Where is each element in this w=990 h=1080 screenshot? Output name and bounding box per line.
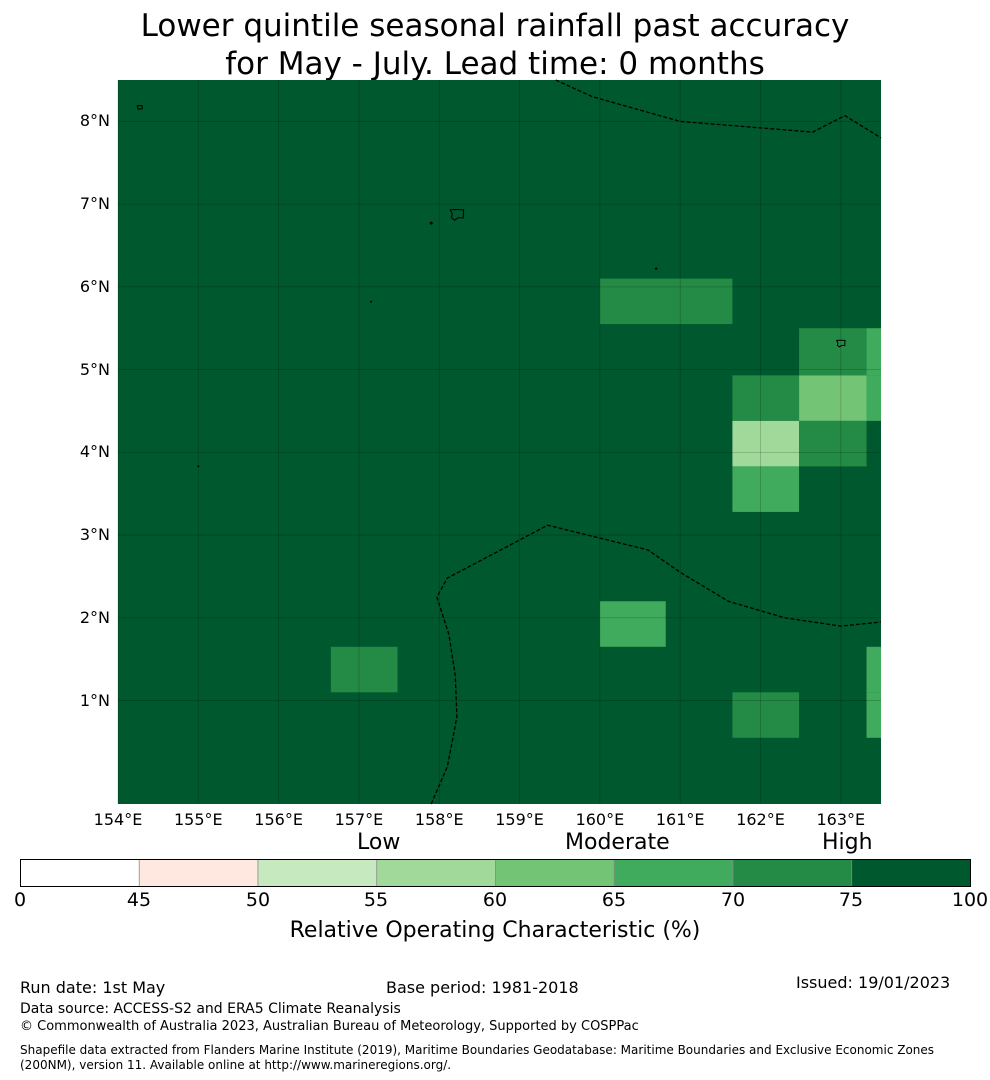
- colorbar-tick-75: 75: [838, 889, 864, 911]
- lon-label-157e: 157°E: [334, 810, 384, 829]
- category-label-high: High: [822, 830, 873, 855]
- lat-label-7n: 7°N: [79, 194, 110, 214]
- roc-grid-cell: [330, 646, 398, 693]
- island-dot: [429, 221, 433, 225]
- roc-grid-cell: [732, 375, 800, 421]
- map-title-line-1: Lower quintile seasonal rainfall past ac…: [140, 8, 850, 44]
- colorbar-segment: [613, 859, 734, 887]
- roc-grid-cell: [732, 420, 800, 467]
- lon-label-155e: 155°E: [173, 810, 223, 829]
- roc-grid-cell: [599, 278, 733, 325]
- colorbar-segment: [138, 859, 259, 887]
- copyright-notice: © Commonwealth of Australia 2023, Austra…: [20, 1019, 639, 1034]
- roc-grid-cell: [866, 646, 881, 693]
- shapefile-credit-line-2: (200NM), version 11. Available online at…: [20, 1058, 452, 1072]
- lon-label-159e: 159°E: [495, 810, 544, 829]
- lat-label-8n: 8°N: [79, 111, 110, 131]
- roc-grid-cell: [732, 466, 800, 512]
- run-date: Run date: 1st May: [20, 978, 166, 997]
- island-outline: [449, 208, 465, 221]
- category-label-moderate: Moderate: [565, 830, 670, 855]
- lon-label-158e: 158°E: [414, 810, 464, 829]
- lon-label-161e: 161°E: [655, 810, 705, 829]
- roc-grid-cell: [866, 328, 881, 376]
- island-outline: [835, 339, 846, 348]
- roc-grid-cell: [799, 420, 867, 467]
- lat-label-6n: 6°N: [79, 276, 110, 296]
- issued-date: Issued: 19/01/2023: [796, 973, 951, 992]
- colorbar-segment: [732, 859, 853, 887]
- lat-label-1n: 1°N: [79, 690, 110, 710]
- lat-label-5n: 5°N: [79, 359, 110, 379]
- island-outline: [136, 105, 143, 111]
- roc-grid-cell: [799, 375, 867, 421]
- roc-grid-cell: [866, 375, 881, 421]
- lon-label-162e: 162°E: [736, 810, 785, 829]
- base-period: Base period: 1981-2018: [386, 978, 579, 997]
- colorbar-segment: [495, 859, 615, 887]
- lon-label-154e: 154°E: [93, 810, 143, 829]
- shapefile-credit-line-1: Shapefile data extracted from Flanders M…: [20, 1043, 935, 1057]
- lat-label-3n: 3°N: [79, 525, 110, 545]
- island-dot: [654, 267, 658, 270]
- colorbar-segment: [20, 859, 140, 887]
- roc-grid-cell: [799, 328, 867, 376]
- colorbar-tick-0: 0: [13, 889, 27, 911]
- roc-grid-cell: [732, 692, 800, 738]
- colorbar-label: Relative Operating Characteristic (%): [289, 918, 701, 943]
- colorbar-tick-50: 50: [245, 889, 271, 911]
- eez-boundary-line: [430, 524, 882, 805]
- island-dot: [197, 465, 200, 468]
- lon-label-156e: 156°E: [254, 810, 303, 829]
- roc-grid-cell: [866, 692, 881, 738]
- colorbar-segment: [851, 859, 971, 887]
- lat-label-4n: 4°N: [79, 442, 110, 462]
- lat-label-2n: 2°N: [79, 607, 110, 627]
- category-label-low: Low: [357, 830, 401, 855]
- colorbar-tick-45: 45: [126, 889, 152, 911]
- eez-boundary-line: [555, 79, 882, 139]
- colorbar-frame: [20, 859, 971, 887]
- lon-label-160e: 160°E: [575, 810, 625, 829]
- colorbar-tick-60: 60: [482, 889, 508, 911]
- map-title-line-2: for May - July. Lead time: 0 months: [225, 46, 765, 82]
- colorbar-tick-65: 65: [601, 889, 627, 911]
- colorbar-tick-70: 70: [720, 889, 746, 911]
- colorbar: [20, 859, 971, 887]
- colorbar-tick-55: 55: [363, 889, 389, 911]
- lon-label-163e: 163°E: [816, 810, 866, 829]
- data-source: Data source: ACCESS-S2 and ERA5 Climate …: [20, 1001, 401, 1017]
- colorbar-segment: [376, 859, 496, 887]
- roc-grid-cell: [599, 601, 666, 647]
- island-dot: [369, 300, 372, 303]
- colorbar-tick-100: 100: [951, 889, 989, 911]
- colorbar-segment: [257, 859, 378, 887]
